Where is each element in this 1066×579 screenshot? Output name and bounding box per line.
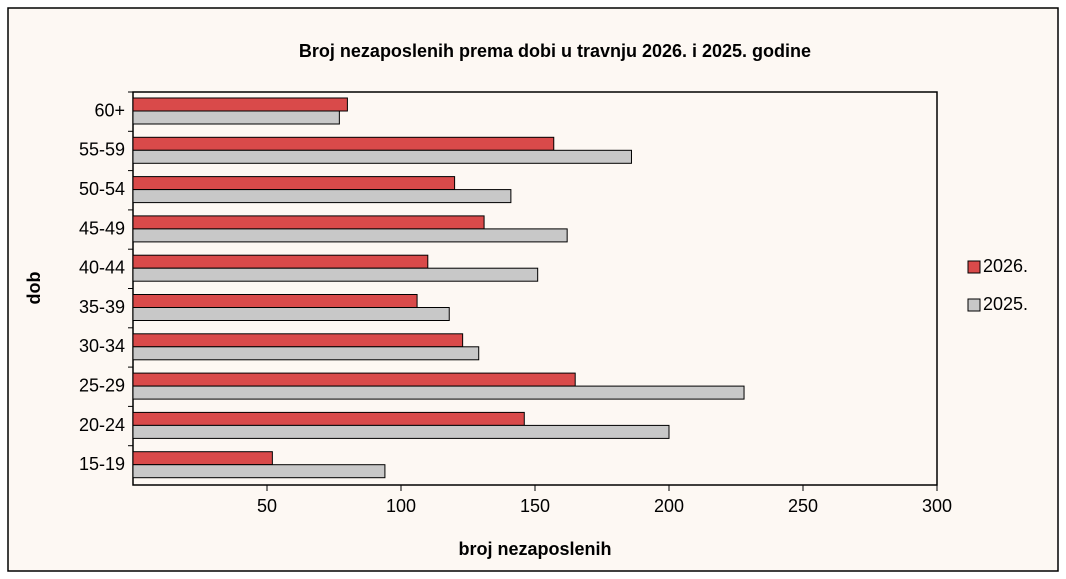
y-tick-label: 55-59 bbox=[79, 140, 125, 160]
bar bbox=[132, 346, 480, 361]
chart-title: Broj nezaposlenih prema dobi u travnju 2… bbox=[299, 41, 811, 61]
y-tick-label: 40-44 bbox=[79, 258, 125, 278]
legend-swatch bbox=[967, 260, 981, 274]
legend-label: 2025. bbox=[983, 294, 1028, 314]
y-axis-label: dob bbox=[24, 272, 44, 305]
y-tick-label: 30-34 bbox=[79, 336, 125, 356]
bar bbox=[132, 254, 429, 269]
x-axis-label: broj nezaposlenih bbox=[458, 539, 611, 559]
bar bbox=[132, 136, 555, 151]
bar bbox=[132, 149, 632, 164]
y-tick-label: 35-39 bbox=[79, 297, 125, 317]
bar bbox=[132, 110, 340, 125]
bar bbox=[132, 97, 348, 112]
y-tick-label: 60+ bbox=[94, 100, 125, 120]
bar bbox=[132, 228, 568, 243]
x-tick-label: 250 bbox=[788, 496, 818, 516]
legend-swatch bbox=[967, 298, 981, 312]
x-tick-label: 150 bbox=[520, 496, 550, 516]
bar bbox=[132, 267, 539, 282]
bar bbox=[132, 189, 512, 204]
bar bbox=[132, 424, 670, 439]
y-tick-label: 15-19 bbox=[79, 454, 125, 474]
bar bbox=[132, 294, 418, 308]
bar bbox=[132, 451, 273, 466]
bar bbox=[132, 176, 456, 191]
bar bbox=[132, 411, 525, 426]
x-tick-label: 200 bbox=[654, 496, 684, 516]
bar bbox=[132, 372, 576, 387]
x-tick-label: 100 bbox=[386, 496, 416, 516]
y-tick-label: 50-54 bbox=[79, 179, 125, 199]
x-tick-label: 50 bbox=[257, 496, 277, 516]
bar bbox=[132, 215, 485, 230]
bar bbox=[132, 464, 386, 479]
bar bbox=[132, 307, 450, 321]
legend-label: 2026. bbox=[983, 256, 1028, 276]
bar bbox=[132, 333, 464, 348]
x-tick-label: 300 bbox=[922, 496, 952, 516]
bar bbox=[132, 385, 745, 400]
y-tick-label: 20-24 bbox=[79, 415, 125, 435]
y-tick-label: 25-29 bbox=[79, 376, 125, 396]
y-tick-label: 45-49 bbox=[79, 218, 125, 238]
